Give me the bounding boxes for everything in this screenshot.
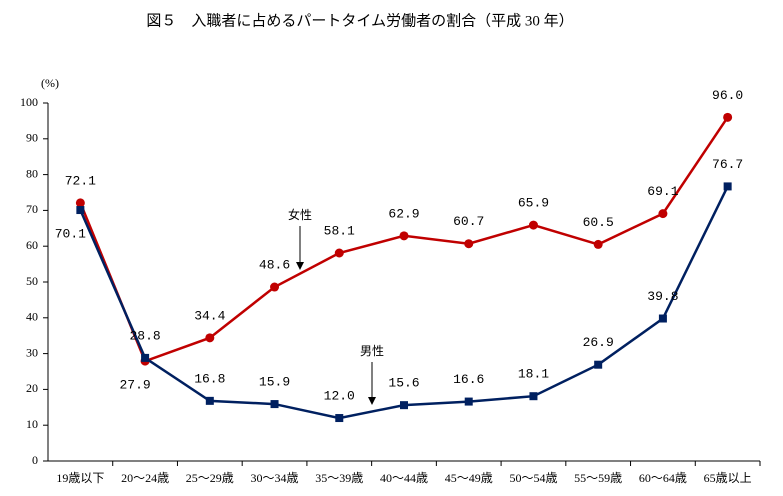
marker [335,414,344,423]
y-tick-label: 10 [26,417,38,431]
value-label: 60.5 [583,215,614,230]
value-label: 12.0 [324,388,355,403]
x-tick-label: 45～49歳 [445,471,493,485]
marker [593,239,603,249]
x-tick-label: 35～39歳 [315,471,363,485]
value-label: 16.6 [453,372,484,387]
value-label: 60.7 [453,214,484,229]
annotation: 女性 [288,207,312,222]
marker [528,220,538,230]
marker [723,112,733,122]
y-unit: (%) [41,76,59,90]
y-tick-label: 20 [26,381,38,395]
value-label: 26.9 [583,335,614,350]
value-label: 15.9 [259,375,290,390]
marker [270,282,280,292]
arrow-head [296,262,304,270]
value-label: 18.1 [518,367,549,382]
chart-title: 図５ 入職者に占めるパートタイム労働者の割合（平成 30 年） [146,12,573,29]
marker [141,353,150,362]
marker [400,401,408,410]
value-label: 27.9 [119,378,150,393]
marker [334,248,344,258]
y-tick-label: 70 [26,202,38,216]
value-label: 15.6 [388,376,419,391]
value-label: 39.8 [647,289,678,304]
x-tick-label: 30～34歳 [251,471,299,485]
value-label: 70.1 [55,226,86,241]
marker [594,360,603,369]
value-label: 28.8 [129,328,160,343]
y-tick-label: 60 [26,238,38,252]
y-tick-label: 50 [26,274,38,288]
marker [464,239,474,249]
value-label: 69.1 [647,184,678,199]
marker [658,314,667,323]
x-tick-label: 55～59歳 [574,471,622,485]
y-tick-label: 90 [26,131,38,145]
y-tick-label: 40 [26,310,38,324]
value-label: 62.9 [388,206,419,221]
value-label: 65.9 [518,196,549,211]
value-label: 76.7 [712,157,743,172]
marker [76,206,85,215]
value-label: 16.8 [194,371,225,386]
marker [205,333,215,343]
value-label: 48.6 [259,257,290,272]
x-tick-label: 19歳以下 [56,471,104,485]
marker [399,231,409,241]
marker [658,209,668,219]
x-tick-label: 25～29歳 [186,471,234,485]
x-tick-label: 50～54歳 [509,471,557,485]
value-label: 34.4 [194,308,225,323]
x-tick-label: 60～64歳 [639,471,687,485]
marker [75,198,85,208]
y-tick-label: 80 [26,166,38,180]
value-label: 96.0 [712,88,743,103]
y-tick-label: 30 [26,345,38,359]
arrow-head [368,397,376,405]
annotation: 男性 [360,344,384,358]
value-label: 72.1 [65,173,96,188]
value-label: 58.1 [324,223,355,238]
marker [464,397,473,406]
x-tick-label: 20～24歳 [121,471,169,485]
marker [270,400,279,409]
y-tick-label: 0 [32,453,38,467]
y-tick-label: 100 [20,95,38,109]
x-tick-label: 65歳以上 [704,471,752,485]
marker [205,396,214,405]
marker [529,392,538,401]
marker [723,182,732,191]
x-tick-label: 40～44歳 [380,471,428,485]
